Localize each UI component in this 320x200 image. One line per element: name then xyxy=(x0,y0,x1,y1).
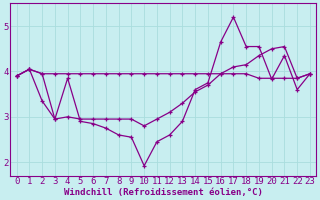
X-axis label: Windchill (Refroidissement éolien,°C): Windchill (Refroidissement éolien,°C) xyxy=(64,188,263,197)
